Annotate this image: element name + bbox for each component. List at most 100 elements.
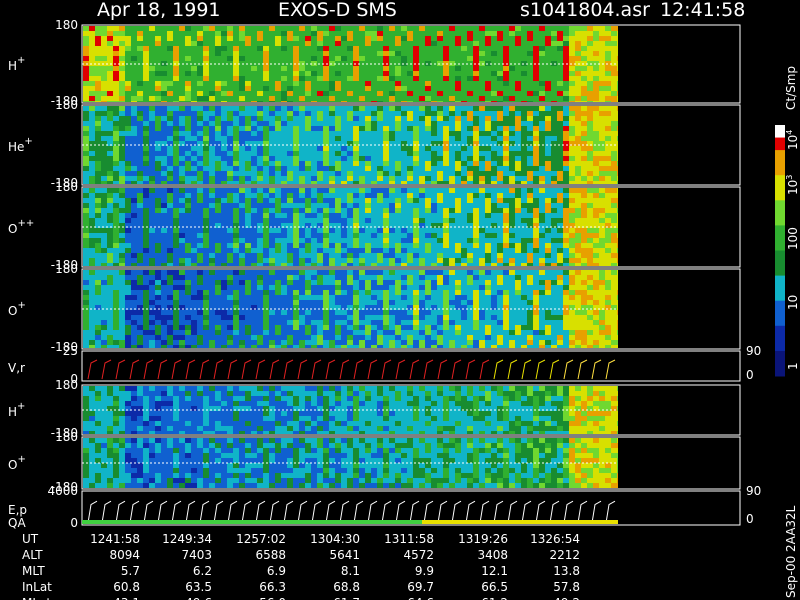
spectrogram-cell (299, 181, 305, 184)
spectrogram-cell (527, 280, 533, 285)
spectrogram-cell (317, 295, 323, 300)
spectrogram-cell (335, 258, 341, 263)
spectrogram-cell (239, 280, 245, 285)
spectrogram-cell (479, 258, 485, 263)
spectrogram-cell (317, 141, 323, 146)
spectrogram-cell (221, 51, 227, 56)
spectrogram-cell (527, 76, 533, 81)
spectrogram-cell (353, 101, 359, 102)
spectrogram-cell (419, 46, 425, 51)
spectrogram-cell (521, 156, 527, 161)
spectrogram-cell (419, 26, 425, 31)
spectrogram-cell (581, 51, 587, 56)
spectrogram-cell (221, 26, 227, 31)
spectrogram-cell (317, 46, 323, 51)
spectrogram-cell (173, 31, 179, 36)
spectrogram-cell (449, 223, 455, 228)
spectrogram-cell (425, 275, 431, 280)
spectrogram-cell (557, 193, 563, 198)
spectrogram-cell (533, 263, 539, 266)
spectrogram-cell (383, 156, 389, 161)
spectrogram-cell (179, 116, 185, 121)
spectrogram-cell (173, 181, 179, 184)
spectrogram-cell (191, 56, 197, 61)
spectrogram-cell (425, 203, 431, 208)
spectrogram-cell (317, 151, 323, 156)
spectrogram-cell (485, 228, 491, 233)
spectrogram-cell (215, 106, 221, 111)
spectrogram-cell (293, 203, 299, 208)
spectrogram-cell (329, 238, 335, 243)
spectrogram-cell (143, 275, 149, 280)
spectrogram-cell (521, 31, 527, 36)
spectrogram-cell (329, 233, 335, 238)
spectrogram-cell (89, 36, 95, 41)
spectrogram-cell (137, 26, 143, 31)
spectrogram-cell (401, 270, 407, 275)
spectrogram-cell (395, 41, 401, 46)
spectrogram-cell (119, 213, 125, 218)
spectrogram-cell (509, 176, 515, 181)
spectrogram-cell (545, 198, 551, 203)
spectrogram-cell (185, 203, 191, 208)
spectrogram-cell (353, 198, 359, 203)
spectrogram-cell (509, 243, 515, 248)
spectrogram-cell (227, 270, 233, 275)
spectrogram-cell (437, 101, 443, 102)
spectrogram-cell (335, 46, 341, 51)
spectrogram-cell (461, 96, 467, 101)
spectrogram-cell (497, 161, 503, 166)
spectrogram-cell (575, 228, 581, 233)
spectrogram-cell (401, 146, 407, 151)
spectrogram-cell (191, 166, 197, 171)
spectrogram-cell (551, 31, 557, 36)
spectrogram-cell (383, 295, 389, 300)
spectrogram-cell (281, 121, 287, 126)
spectrogram-cell (113, 263, 119, 266)
spectrogram-cell (563, 51, 569, 56)
spectrogram-cell (107, 51, 113, 56)
spectrogram-cell (101, 290, 107, 295)
spectrogram-cell (281, 171, 287, 176)
spectrogram-cell (455, 243, 461, 248)
spectrogram-cell (443, 258, 449, 263)
spectrogram-cell (143, 243, 149, 248)
spectrogram-cell (377, 151, 383, 156)
spectrogram-cell (269, 213, 275, 218)
spectrogram-cell (389, 101, 395, 102)
spectrogram-cell (179, 213, 185, 218)
spectrogram-cell (185, 213, 191, 218)
spectrogram-cell (581, 223, 587, 228)
spectrogram-cell (281, 218, 287, 223)
spectrogram-cell (95, 91, 101, 96)
spectrogram-cell (191, 176, 197, 181)
spectrogram-cell (491, 171, 497, 176)
spectrogram-cell (125, 131, 131, 136)
spectrogram-cell (527, 46, 533, 51)
spectrogram-cell (401, 41, 407, 46)
spectrogram-cell (335, 171, 341, 176)
spectrogram-cell (401, 91, 407, 96)
spectrogram-cell (89, 300, 95, 305)
spectrogram-cell (425, 131, 431, 136)
spectrogram-cell (551, 223, 557, 228)
spectrogram-cell (443, 81, 449, 86)
spectrogram-cell (191, 213, 197, 218)
spectrogram-cell (269, 106, 275, 111)
spectrogram-cell (449, 208, 455, 213)
spectrogram-cell (263, 263, 269, 266)
spectrogram-cell (245, 141, 251, 146)
spectrogram-cell (119, 188, 125, 193)
spectrogram-cell (347, 275, 353, 280)
spectrogram-cell (425, 248, 431, 253)
spectrogram-cell (365, 181, 371, 184)
spectrogram-cell (449, 106, 455, 111)
spectrogram-cell (437, 290, 443, 295)
spectrogram-cell (419, 295, 425, 300)
spectrogram-cell (395, 263, 401, 266)
spectrogram-cell (413, 136, 419, 141)
spectrogram-cell (131, 26, 137, 31)
spectrogram-cell (281, 198, 287, 203)
spectrogram-cell (509, 136, 515, 141)
spectrogram-cell (449, 243, 455, 248)
